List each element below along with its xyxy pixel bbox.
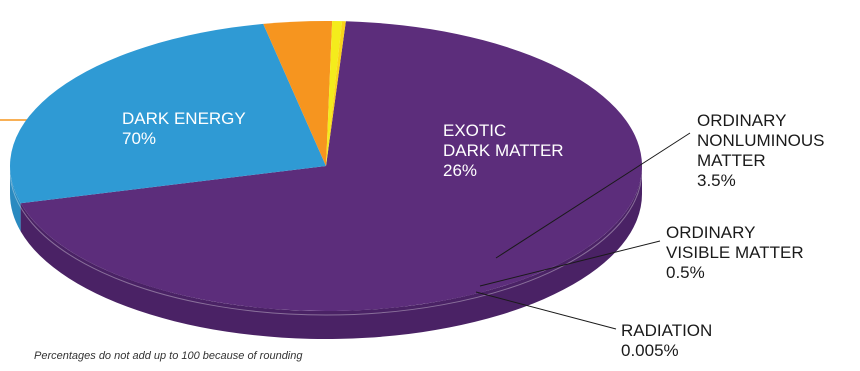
slice-ordinary-nonluminous-matter [263,21,333,166]
name-label-line: ORDINARY [666,223,755,242]
name-label-line: NONLUMINOUS [697,131,825,150]
side-dark-energy [20,166,643,339]
pie-sides [9,166,643,339]
name-label-line: MATTER [697,151,766,170]
value-label: 3.5% [697,171,736,190]
leader-ordinary-nonluminous-matter [495,132,691,259]
label-exotic-dark-matter: EXOTIC DARK MATTER 26% [443,121,564,180]
value-label: 0.5% [666,263,705,282]
leader-radiation [475,291,617,330]
name-label-line: ORDINARY [697,111,786,130]
name-label-line: EXOTIC [443,121,506,140]
slice-ordinary-visible-matter [326,21,343,167]
leader-lines [475,132,691,330]
value-label: 70% [122,129,156,148]
name-label-line: VISIBLE MATTER [666,243,804,262]
slice-labels: DARK ENERGY 70% EXOTIC DARK MATTER 26% ORDINA… [122,109,825,360]
name-label-line: RADIATION [621,321,712,340]
label-ordinary-visible-matter: ORDINARY VISIBLE MATTER 0.5% [666,223,804,282]
slice-dark-energy [20,21,643,311]
label-radiation: RADIATION 0.005% [621,321,712,360]
label-ordinary-nonluminous-matter: ORDINARY NONLUMINOUS MATTER 3.5% [697,111,825,190]
name-label-line: DARK MATTER [443,141,564,160]
side-rim [9,169,643,316]
pie-slices [10,21,643,311]
slice-exotic-dark-matter [10,23,327,204]
name-label-line: DARK ENERGY [122,109,246,128]
value-label: 0.005% [621,341,679,360]
value-label: 26% [443,161,477,180]
slice-radiation [326,21,346,166]
leader-ordinary-visible-matter [479,240,661,287]
side-exotic-dark-matter [10,166,21,232]
label-dark-energy: DARK ENERGY 70% [122,109,246,148]
rounding-note: Percentages do not add up to 100 because… [34,350,303,362]
